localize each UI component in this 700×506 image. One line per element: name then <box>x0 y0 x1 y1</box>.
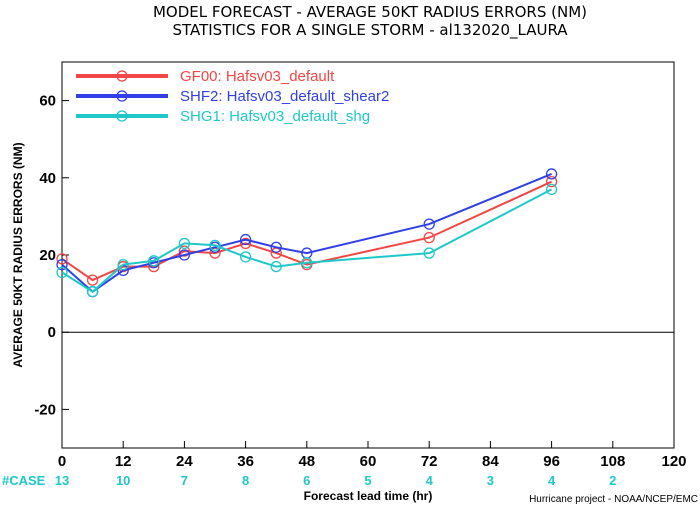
data-point <box>178 245 191 257</box>
case-count: 8 <box>242 473 249 488</box>
data-point <box>178 237 191 250</box>
chart-title-line2: STATISTICS FOR A SINGLE STORM - al132020… <box>172 21 568 40</box>
y-tick-label: 40 <box>39 170 56 187</box>
series-line <box>61 172 552 293</box>
legend-label: SHF2: Hafsv03_default_shear2 <box>180 88 389 105</box>
case-count: 10 <box>116 473 130 488</box>
data-point <box>148 255 160 267</box>
x-tick-label: 108 <box>600 453 625 470</box>
series-line <box>61 180 553 282</box>
case-count: 2 <box>609 473 616 488</box>
data-point <box>56 266 68 279</box>
data-point <box>545 183 558 196</box>
x-tick-label: 96 <box>543 453 560 470</box>
y-tick-label: 0 <box>48 324 56 341</box>
data-point <box>270 260 282 273</box>
data-point <box>423 247 435 259</box>
data-point <box>545 168 558 180</box>
data-point <box>301 257 313 269</box>
legend-marker <box>116 90 128 102</box>
case-row-label: #CASE <box>2 473 46 488</box>
y-tick-label: 60 <box>39 93 56 110</box>
data-point <box>56 253 68 265</box>
x-tick-label: 120 <box>661 453 686 470</box>
x-tick-label: 36 <box>237 453 254 470</box>
case-count: 5 <box>364 473 371 488</box>
data-point <box>545 176 558 188</box>
data-point <box>117 258 129 271</box>
x-tick-label: 48 <box>298 453 315 470</box>
case-count: 4 <box>548 473 556 488</box>
x-tick-label: 60 <box>360 453 377 470</box>
legend-marker <box>116 70 128 82</box>
data-point <box>239 237 252 250</box>
y-axis-label: AVERAGE 50KT RADIUS ERRORS (NM) <box>11 142 25 367</box>
data-point <box>270 241 282 253</box>
x-tick-label: 12 <box>115 453 132 470</box>
data-point <box>178 249 191 261</box>
data-point <box>209 239 221 252</box>
x-tick-label: 72 <box>421 453 438 470</box>
data-point <box>423 231 435 244</box>
data-point <box>86 274 99 286</box>
x-tick-label: 0 <box>58 453 66 470</box>
case-count: 4 <box>426 473 434 488</box>
data-point <box>56 258 68 271</box>
legend-marker <box>116 110 128 122</box>
data-point <box>239 251 252 263</box>
case-count: 13 <box>55 473 69 488</box>
data-point <box>239 233 252 246</box>
legend-label: GF00: Hafsv03_default <box>180 68 335 85</box>
series-group <box>56 183 558 298</box>
data-point <box>86 286 99 298</box>
case-count: 6 <box>303 473 310 488</box>
x-tick-label: 84 <box>482 453 499 470</box>
y-tick-label: -20 <box>34 401 56 418</box>
case-count: 3 <box>487 473 494 488</box>
chart-title-line1: MODEL FORECAST - AVERAGE 50KT RADIUS ERR… <box>153 3 587 21</box>
case-count: 7 <box>181 473 188 488</box>
credit-text: Hurricane project - NOAA/NCEP/EMC <box>529 494 698 505</box>
data-point <box>423 218 435 230</box>
x-tick-label: 24 <box>176 453 193 470</box>
y-tick-label: 20 <box>39 247 56 264</box>
x-axis-label: Forecast lead time (hr) <box>304 489 433 503</box>
series-line <box>61 188 553 293</box>
series-group <box>56 168 558 298</box>
legend-label: SHG1: Hafsv03_default_shg <box>180 108 370 125</box>
